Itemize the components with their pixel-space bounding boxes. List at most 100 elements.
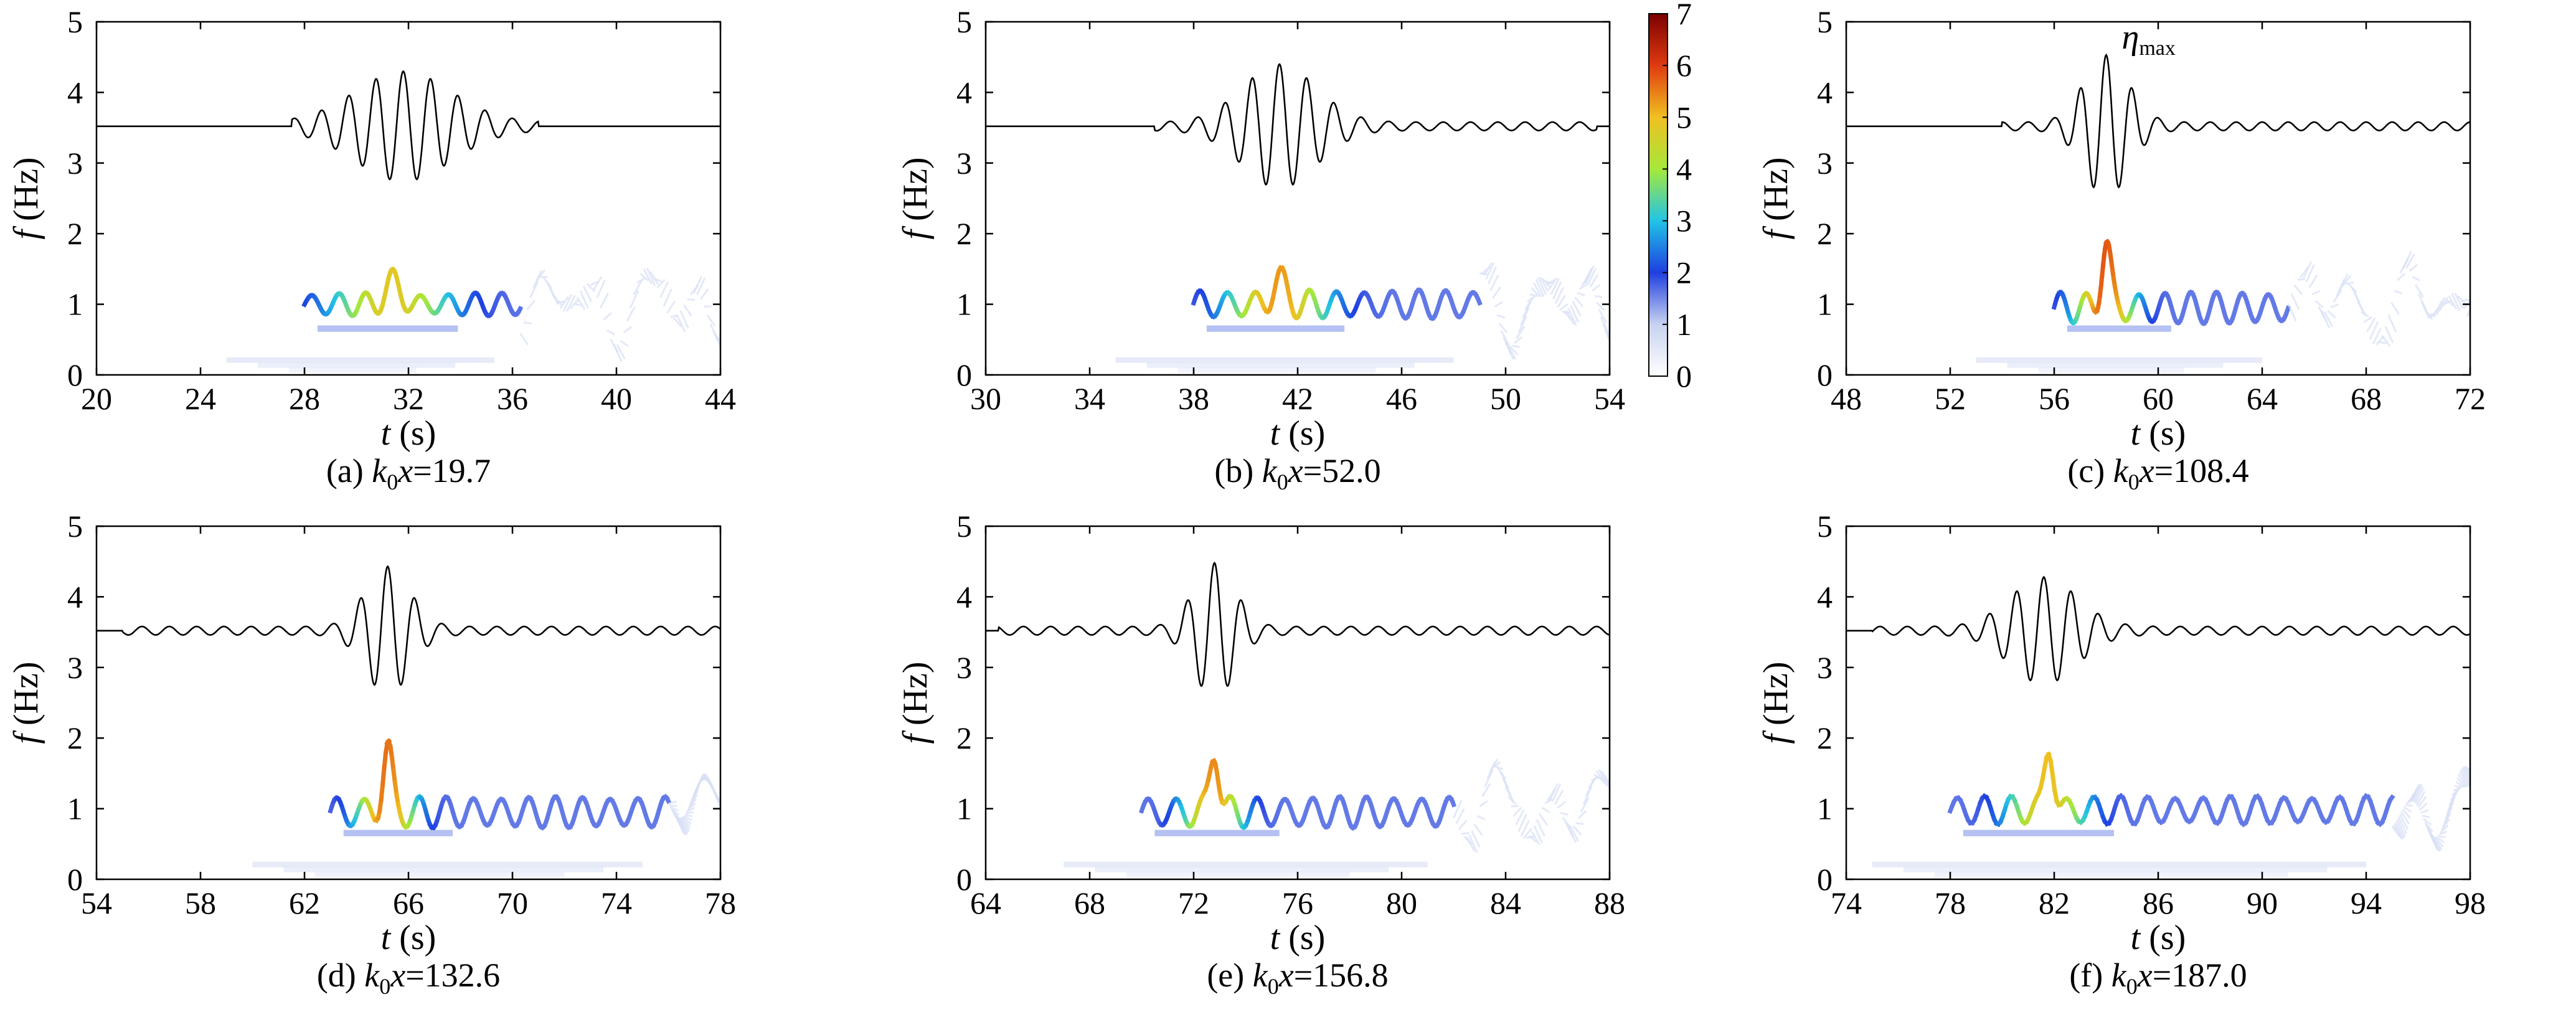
y-tick-label: 4	[1817, 579, 1833, 614]
texture-segment	[1481, 783, 1491, 797]
y-tick-label: 3	[956, 146, 972, 181]
texture-segment	[2293, 284, 2303, 295]
texture-segment	[1537, 276, 1547, 295]
x-tick-label: 44	[705, 381, 736, 416]
texture-segment	[1484, 769, 1494, 788]
texture-segment	[629, 290, 639, 309]
texture-segment	[1541, 806, 1550, 813]
y-tick-label: 2	[67, 216, 83, 251]
texture-segment	[1479, 800, 1488, 808]
texture-segment	[606, 329, 616, 336]
texture-segment	[1520, 820, 1530, 837]
texture-segment	[682, 304, 692, 317]
texture-segment	[613, 343, 623, 362]
texture-segment	[2410, 783, 2420, 801]
texture-segment	[2379, 341, 2387, 344]
texture-segment	[1524, 297, 1534, 310]
texture-segment	[1570, 305, 1580, 323]
texture-segment	[2320, 309, 2331, 329]
low-frequency-band	[283, 866, 604, 872]
surface-elevation-line	[986, 561, 1610, 687]
texture-segment	[2456, 777, 2466, 788]
ridge-segment	[516, 305, 524, 314]
texture-segment	[1512, 806, 1522, 817]
texture-segment	[2412, 276, 2421, 281]
texture-segment	[2409, 263, 2418, 272]
y-tick-label: 1	[1817, 287, 1833, 322]
low-frequency-band	[1976, 357, 2262, 363]
colorbar-tick-label: 5	[1676, 100, 1692, 135]
texture-segment	[2384, 326, 2394, 344]
texture-segment	[2403, 806, 2412, 813]
texture-segment	[1489, 758, 1499, 773]
texture-segment	[1494, 765, 1504, 770]
axes-frame	[1845, 21, 2471, 376]
texture-segment	[1565, 310, 1575, 325]
y-axis-label: f (Hz)	[896, 157, 935, 239]
texture-segment	[2339, 273, 2349, 291]
x-tick-label: 24	[185, 381, 216, 416]
texture-segment	[2440, 818, 2450, 831]
x-tick-label: 98	[2455, 886, 2486, 920]
texture-segment	[1603, 775, 1610, 786]
texture-segment	[2439, 824, 2449, 834]
texture-segment	[2457, 773, 2468, 788]
x-tick-label: 74	[601, 886, 632, 920]
low-frequency-band	[1872, 861, 2366, 867]
texture-segment	[1544, 798, 1553, 805]
texture-segment	[1466, 836, 1476, 852]
texture-segment	[1595, 770, 1605, 784]
texture-segment	[1504, 786, 1514, 802]
texture-segment	[1468, 834, 1478, 853]
texture-segment	[683, 815, 692, 821]
panel-c: 48 52 56 60 64 68 72 0 1 2 3 4 5 t (s) f (Hz) (c) k0x=1…	[1757, 4, 2486, 494]
texture-segment	[519, 333, 529, 346]
panel-d: 54 58 62 66 70 74 78 0 1 2 3 4 5 t (s) f (Hz) (d) k0x=1…	[7, 509, 736, 999]
texture-segment	[656, 278, 666, 288]
texture-segment	[1515, 809, 1525, 826]
texture-segment	[663, 288, 672, 307]
ridge-segment	[382, 750, 389, 770]
texture-segment	[523, 321, 532, 325]
x-tick-label: 32	[393, 381, 424, 416]
texture-segment	[681, 817, 691, 831]
panel-caption: (f) k0x=187.0	[2069, 957, 2247, 999]
texture-segment	[1461, 832, 1470, 835]
texture-segment	[2330, 303, 2339, 308]
y-tick-label: 0	[1817, 862, 1833, 897]
texture-segment	[692, 276, 703, 294]
texture-segment	[620, 339, 629, 347]
texture-segment	[2395, 821, 2405, 839]
colorbar-tick-label: 4	[1676, 151, 1692, 186]
colorbar-tick-label: 1	[1676, 307, 1692, 342]
x-tick-label: 84	[1490, 886, 1521, 920]
x-tick-label: 30	[970, 381, 1001, 416]
texture-segment	[1601, 770, 1610, 789]
texture-segment	[1536, 819, 1545, 837]
panel-f: 74 78 82 86 90 94 98 0 1 2 3 4 5 t (s) f (Hz) (f) k0x=1…	[1757, 509, 2486, 999]
low-frequency-band	[1146, 362, 1415, 368]
x-tick-label: 28	[289, 381, 320, 416]
y-tick-label: 3	[956, 650, 972, 685]
texture-segment	[1606, 781, 1610, 785]
y-tick-label: 4	[67, 75, 83, 110]
texture-segment	[672, 317, 682, 328]
texture-segment	[2418, 802, 2428, 811]
y-tick-label: 1	[1817, 791, 1833, 826]
texture-segment	[2412, 783, 2422, 802]
x-axis-label: t (s)	[381, 414, 436, 453]
texture-segment	[2422, 818, 2432, 826]
x-axis-label: t (s)	[1270, 414, 1326, 453]
texture-segment	[669, 806, 679, 811]
x-tick-label: 86	[2143, 886, 2174, 920]
texture-segment	[1585, 265, 1595, 285]
panel-caption: (e) k0x=156.8	[1207, 957, 1388, 999]
texture-segment	[1494, 301, 1503, 308]
colorbar-tick-label: 7	[1676, 0, 1692, 31]
texture-segment	[1598, 768, 1608, 787]
y-tick-label: 2	[956, 721, 972, 755]
axes-frame	[984, 21, 1611, 376]
y-tick-label: 0	[956, 357, 972, 392]
colorbar-tick-label: 2	[1676, 255, 1692, 290]
texture-segment	[1492, 761, 1501, 769]
